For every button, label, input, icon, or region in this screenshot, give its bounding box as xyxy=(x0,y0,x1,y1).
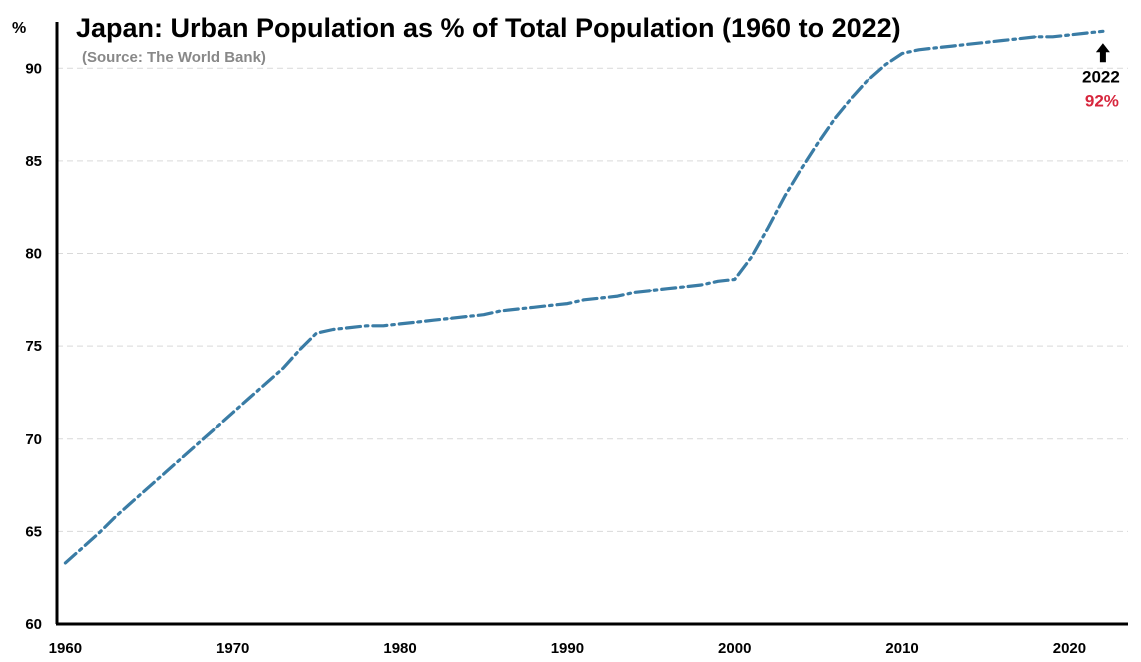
data-point-2011 xyxy=(918,49,920,51)
data-point-1970 xyxy=(231,412,234,414)
x-tick-label: 1970 xyxy=(216,640,249,657)
data-point-1974 xyxy=(298,349,301,351)
chart-title: Japan: Urban Population as % of Total Po… xyxy=(76,13,901,43)
data-point-2017 xyxy=(1018,37,1020,40)
data-point-1982 xyxy=(432,319,435,322)
annotation-2022: 2022 92% xyxy=(1082,43,1120,110)
data-point-2002 xyxy=(767,226,769,229)
x-tick-label: 2010 xyxy=(885,640,918,657)
y-tick-label: 90 xyxy=(25,60,42,77)
data-point-1969 xyxy=(215,426,217,429)
data-point-2021 xyxy=(1085,32,1087,34)
x-tick-label: 1980 xyxy=(383,640,416,657)
annotation-value-label: 92% xyxy=(1085,91,1119,110)
data-point-1994 xyxy=(633,291,636,294)
data-point-2022 xyxy=(1102,30,1104,33)
data-point-2008 xyxy=(867,78,870,81)
data-point-2020 xyxy=(1068,34,1071,36)
data-point-1983 xyxy=(449,317,452,320)
y-tick-label: 80 xyxy=(25,246,42,263)
up-arrow-icon xyxy=(1095,43,1110,63)
chart-subtitle: (Source: The World Bank) xyxy=(82,49,266,66)
data-point-1979 xyxy=(382,325,385,327)
data-point-1995 xyxy=(650,289,652,292)
data-point-2018 xyxy=(1035,36,1037,38)
data-point-1972 xyxy=(265,382,268,385)
data-point-2006 xyxy=(834,117,836,120)
data-point-2014 xyxy=(968,43,970,45)
data-point-1997 xyxy=(683,286,686,288)
data-point-2015 xyxy=(985,41,987,44)
y-axis-unit-label: % xyxy=(12,20,26,37)
data-point-1980 xyxy=(399,323,401,325)
data-point-2003 xyxy=(784,195,786,197)
data-point-2010 xyxy=(901,52,903,55)
x-tick-label: 1990 xyxy=(551,640,584,657)
y-tick-label: 60 xyxy=(25,616,42,633)
data-point-1987 xyxy=(516,308,518,310)
data-point-1971 xyxy=(248,397,251,399)
data-point-1986 xyxy=(499,310,502,312)
data-point-1989 xyxy=(549,304,552,307)
data-point-2007 xyxy=(851,97,853,99)
series-layer xyxy=(63,29,1105,565)
data-point-1963 xyxy=(114,515,117,518)
data-point-2001 xyxy=(750,256,753,259)
data-point-1965 xyxy=(148,486,150,488)
data-point-2005 xyxy=(817,141,820,144)
data-point-1977 xyxy=(349,326,351,329)
x-tick-label: 2000 xyxy=(718,640,751,657)
data-point-1998 xyxy=(700,284,703,286)
data-point-1966 xyxy=(165,471,167,473)
data-point-1993 xyxy=(616,295,619,297)
data-point-1984 xyxy=(466,315,468,318)
data-point-1976 xyxy=(332,328,334,331)
data-point-1990 xyxy=(566,302,569,305)
data-point-1992 xyxy=(600,297,602,299)
data-point-2012 xyxy=(934,47,937,49)
data-point-1988 xyxy=(533,306,535,309)
data-point-2016 xyxy=(1001,39,1004,42)
data-point-1964 xyxy=(131,500,134,503)
data-point-1991 xyxy=(583,299,585,301)
series-line-urban-population xyxy=(63,29,1105,565)
x-tick-label: 2020 xyxy=(1053,640,1086,657)
x-tick-label: 1960 xyxy=(49,640,82,657)
data-point-1961 xyxy=(81,547,83,549)
data-point-2013 xyxy=(951,45,954,47)
y-axis-ticks: 60 65 70 75 80 85 90 xyxy=(25,60,42,633)
y-tick-label: 75 xyxy=(25,338,42,355)
gridlines xyxy=(57,67,1128,532)
y-tick-label: 85 xyxy=(25,153,42,170)
y-tick-label: 65 xyxy=(25,523,42,540)
data-point-1978 xyxy=(365,325,368,327)
data-point-1985 xyxy=(482,313,485,316)
data-point-2004 xyxy=(800,167,803,170)
data-point-1960 xyxy=(64,562,67,564)
data-point-2000 xyxy=(733,278,736,281)
y-tick-label: 70 xyxy=(25,431,42,448)
x-axis-ticks: 1960 1970 1980 1990 2000 2010 2020 xyxy=(49,640,1086,657)
data-point-1973 xyxy=(282,367,284,370)
data-point-1996 xyxy=(667,287,669,290)
annotation-year-label: 2022 xyxy=(1082,67,1120,86)
data-point-1962 xyxy=(98,532,100,534)
data-point-2019 xyxy=(1051,36,1054,38)
data-point-2009 xyxy=(884,63,887,66)
data-point-1975 xyxy=(315,332,318,335)
data-point-1999 xyxy=(717,280,719,283)
data-point-1981 xyxy=(416,321,418,323)
data-point-1967 xyxy=(181,456,184,459)
data-point-1968 xyxy=(198,441,200,444)
